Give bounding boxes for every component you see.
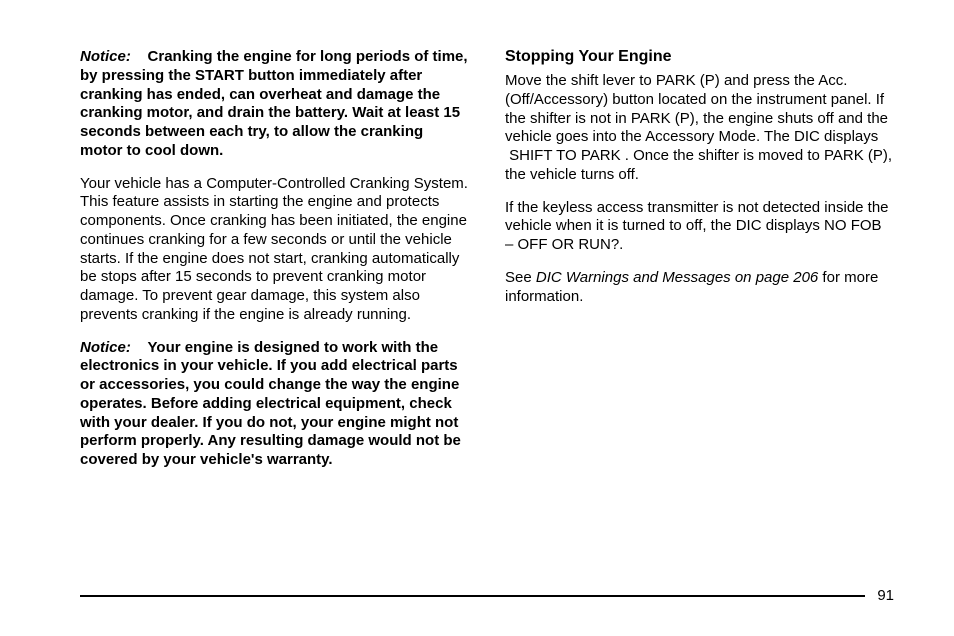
notice-electronics: Notice: Your engine is designed to work … (80, 339, 469, 470)
left-column: Notice: Cranking the engine for long per… (80, 48, 469, 579)
cranking-system-paragraph: Your vehicle has a Computer-Controlled C… (80, 175, 469, 325)
two-column-layout: Notice: Cranking the engine for long per… (80, 48, 894, 579)
dic-warnings-xref: DIC Warnings and Messages on page 206 (536, 269, 818, 286)
notice-label: Notice: (80, 48, 131, 65)
notice-body: Your engine is designed to work with the… (80, 339, 461, 469)
page-number: 91 (877, 587, 894, 604)
manual-page: Notice: Cranking the engine for long per… (0, 0, 954, 636)
stopping-engine-para3: See DIC Warnings and Messages on page 20… (505, 269, 894, 307)
xref-pre: See (505, 269, 536, 286)
stopping-engine-heading: Stopping Your Engine (505, 48, 894, 66)
notice-label: Notice: (80, 339, 131, 356)
stopping-engine-para2: If the keyless access transmitter is not… (505, 199, 894, 255)
spacer (135, 339, 143, 356)
footer-rule (80, 595, 865, 597)
spacer (135, 48, 143, 65)
stopping-engine-para1: Move the shift lever to PARK (P) and pre… (505, 72, 894, 185)
page-footer: 91 (80, 587, 894, 604)
notice-cranking: Notice: Cranking the engine for long per… (80, 48, 469, 161)
right-column: Stopping Your Engine Move the shift leve… (505, 48, 894, 579)
